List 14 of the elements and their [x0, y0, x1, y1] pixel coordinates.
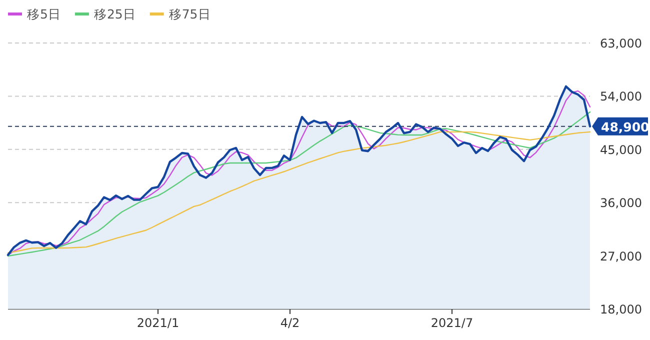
y-tick-label: 45,000	[600, 142, 642, 157]
y-tick-label: 54,000	[600, 90, 642, 104]
x-tick-label: 2021/1	[136, 316, 180, 330]
y-tick-label: 27,000	[600, 249, 642, 264]
y-tick-label: 18,000	[600, 302, 642, 316]
y-tick-label: 63,000	[600, 36, 642, 50]
x-tick-label: 4/2	[280, 316, 300, 330]
legend-label: 移25日	[94, 6, 136, 22]
legend-label: 移5日	[27, 6, 61, 22]
y-tick-label: 36,000	[600, 196, 642, 210]
line-series	[7, 131, 591, 254]
legend-label: 移75日	[168, 6, 211, 22]
ref-line-label: 48,900	[601, 119, 650, 134]
x-tick-label: 2021/7	[430, 316, 474, 330]
